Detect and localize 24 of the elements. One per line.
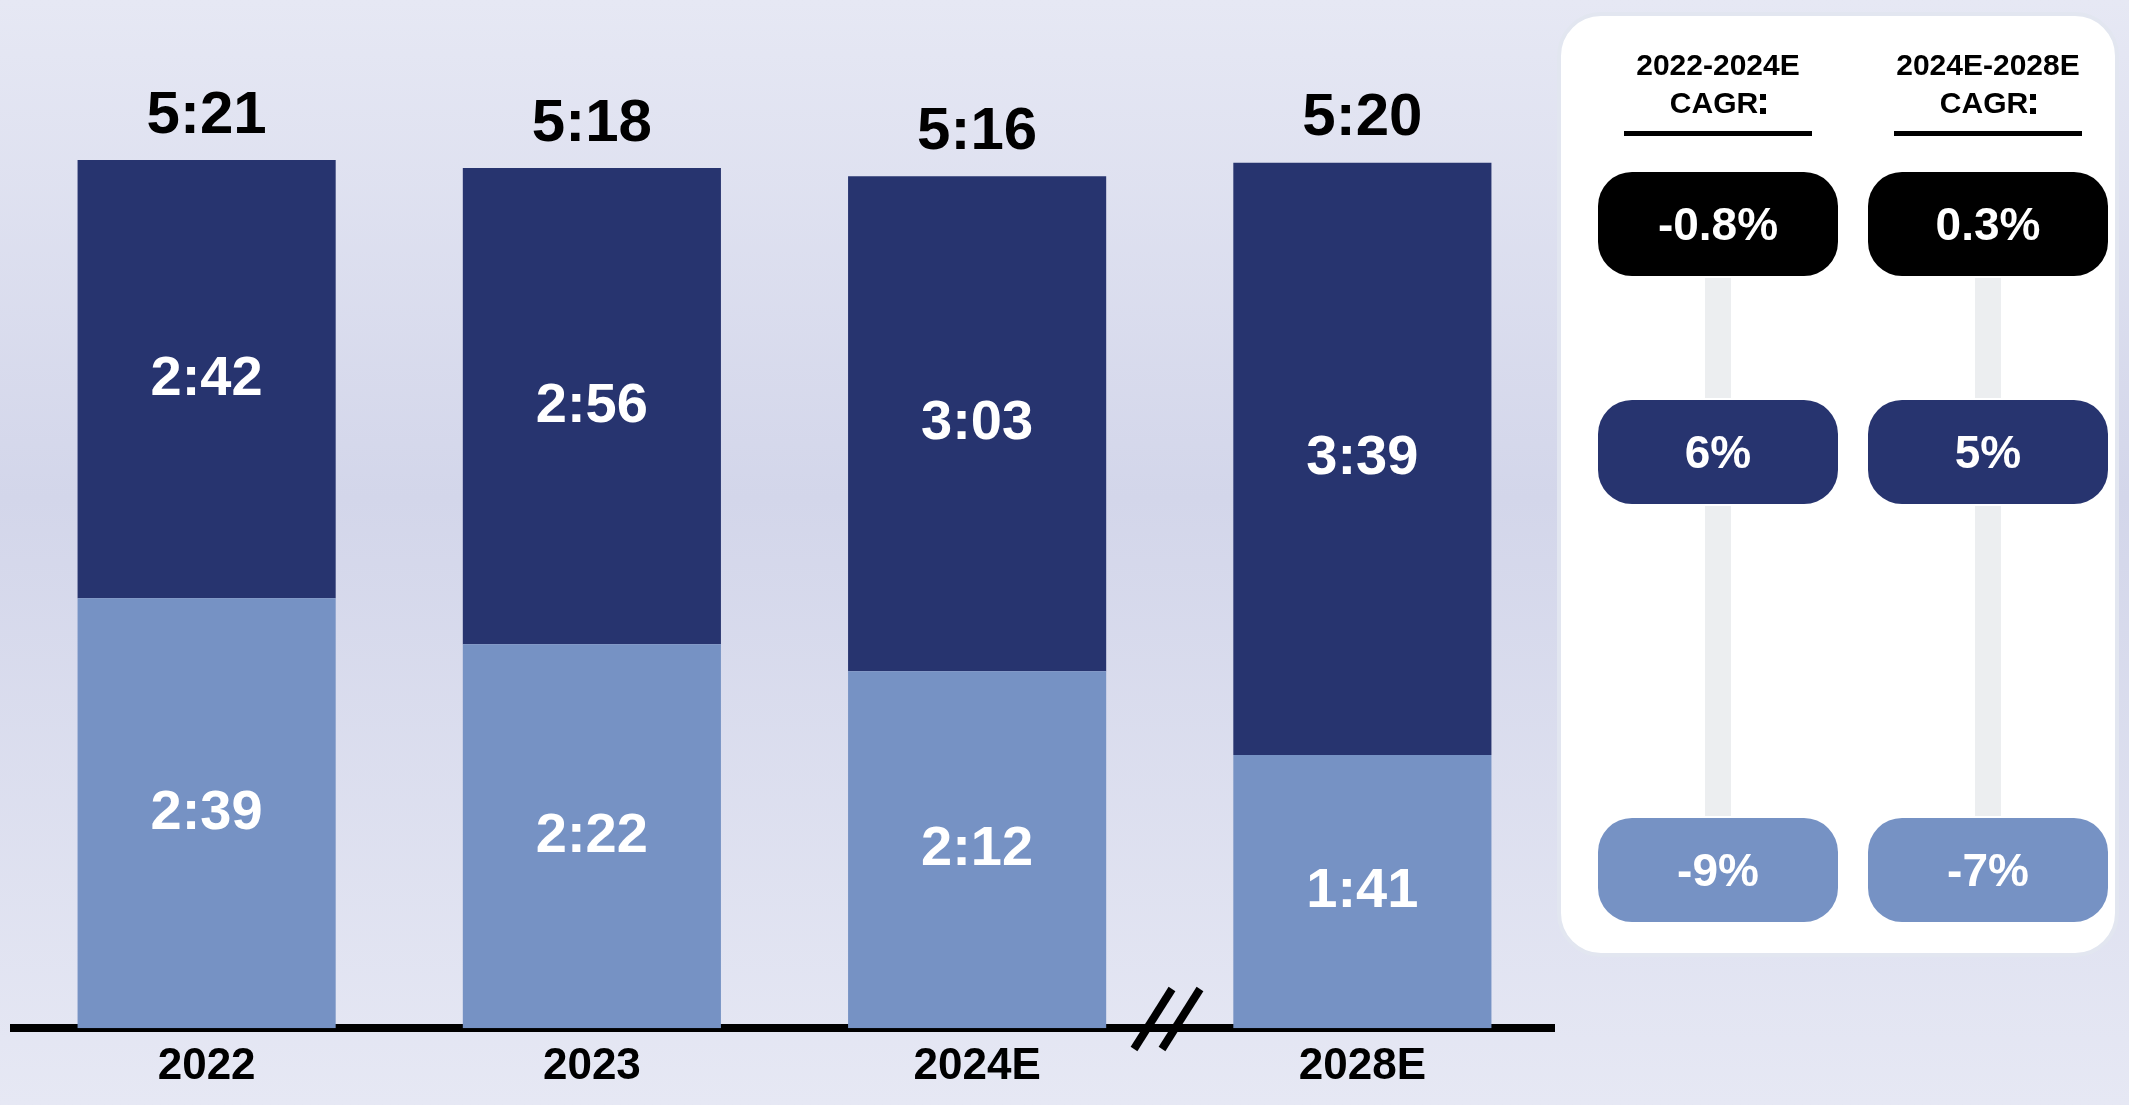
data-label: 2:56 [535, 370, 648, 434]
data-label: 2:39 [150, 777, 263, 841]
data-label: -7% [1868, 818, 2108, 922]
data-label: -0.8% [1598, 172, 1838, 276]
x-tick-label: 2024E [913, 1038, 1041, 1088]
data-label: 6% [1598, 400, 1838, 504]
total-label: 5:21 [146, 78, 267, 146]
total-label: 5:20 [1302, 81, 1423, 149]
category-label: 2024E-2028E CAGR [1895, 47, 2081, 121]
data-label: -9% [1598, 818, 1838, 922]
data-label: 0.3% [1868, 172, 2108, 276]
data-label: 2:22 [535, 800, 648, 864]
data-label: 3:39 [1306, 423, 1419, 487]
x-tick-label: 2023 [542, 1038, 641, 1088]
category-label: 2022-2024E CAGR [1635, 47, 1801, 121]
data-label: 2:42 [150, 343, 263, 407]
data-label: 3:03 [921, 388, 1034, 452]
data-label: 5% [1868, 400, 2108, 504]
total-label: 5:16 [917, 94, 1038, 162]
data-label: 2:12 [921, 814, 1034, 878]
x-tick-label: 2028E [1298, 1038, 1426, 1088]
total-label: 5:18 [531, 86, 652, 154]
data-label: 1:41 [1306, 856, 1419, 920]
x-tick-label: 2022 [157, 1038, 256, 1088]
